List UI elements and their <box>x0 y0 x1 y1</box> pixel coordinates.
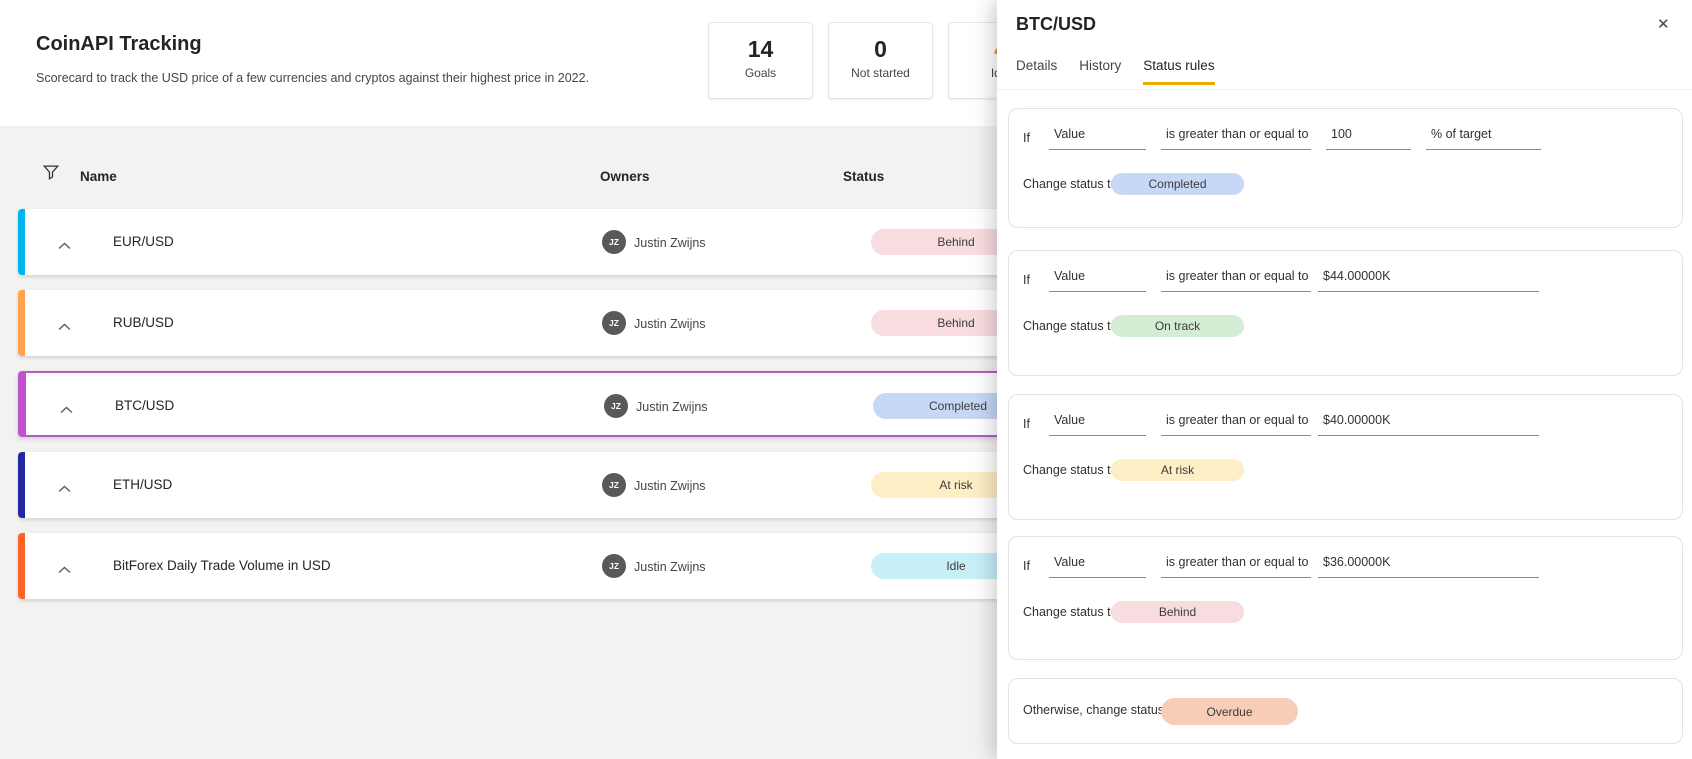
rule-value-field[interactable]: Value <box>1049 553 1146 578</box>
goal-name: ETH/USD <box>113 477 173 492</box>
if-label: If <box>1023 559 1030 573</box>
status-rule-card-on-track: If Value is greater than or equal to $44… <box>1008 250 1683 376</box>
panel-tabs: Details History Status rules <box>1016 58 1215 85</box>
owner-avatar: JZ <box>602 473 626 497</box>
rule-operator-field[interactable]: is greater than or equal to <box>1161 411 1311 436</box>
status-rule-card-at-risk: If Value is greater than or equal to $40… <box>1008 394 1683 520</box>
tab-history[interactable]: History <box>1079 58 1122 73</box>
rule-operator-field[interactable]: is greater than or equal to <box>1161 267 1311 292</box>
rule-status-badge[interactable]: On track <box>1111 315 1244 337</box>
detail-panel: BTC/USD ✕ Details History Status rules I… <box>997 0 1692 759</box>
owner-avatar: JZ <box>602 554 626 578</box>
goal-name: EUR/USD <box>113 234 174 249</box>
rule-value-field[interactable]: Value <box>1049 267 1146 292</box>
owner-name: Justin Zwijns <box>636 400 708 414</box>
goal-row-rub-usd[interactable]: RUB/USD JZ Justin Zwijns Behind <box>18 290 1168 356</box>
status-rule-card-otherwise: Otherwise, change status to Overdue <box>1008 678 1683 744</box>
rule-threshold-field[interactable]: $40.00000K <box>1318 411 1539 436</box>
filter-icon[interactable] <box>42 163 60 186</box>
row-color-bar <box>18 452 25 518</box>
rule-threshold-field[interactable]: 100 <box>1326 125 1411 150</box>
column-header-name: Name <box>80 169 117 184</box>
chevron-up-icon[interactable] <box>58 561 71 579</box>
rule-value-field[interactable]: Value <box>1049 125 1146 150</box>
tab-details[interactable]: Details <box>1016 58 1058 73</box>
tab-status-rules[interactable]: Status rules <box>1143 58 1215 85</box>
stat-label: Not started <box>851 66 910 80</box>
if-label: If <box>1023 273 1030 287</box>
rule-value-field[interactable]: Value <box>1049 411 1146 436</box>
rule-operator-field[interactable]: is greater than or equal to <box>1161 125 1311 150</box>
row-color-bar <box>19 372 26 436</box>
change-status-label: Change status to <box>1023 319 1118 333</box>
chevron-up-icon[interactable] <box>60 401 73 419</box>
tabs-divider <box>997 89 1692 90</box>
rule-unit-field[interactable]: % of target <box>1426 125 1541 150</box>
goal-name: RUB/USD <box>113 315 174 330</box>
goal-name: BTC/USD <box>115 398 175 413</box>
status-rule-card-behind: If Value is greater than or equal to $36… <box>1008 536 1683 660</box>
stat-card-not-started[interactable]: 0 Not started <box>828 22 933 99</box>
goal-row-eth-usd[interactable]: ETH/USD JZ Justin Zwijns At risk <box>18 452 1168 518</box>
owner-name: Justin Zwijns <box>634 317 706 331</box>
change-status-label: Change status to <box>1023 177 1118 191</box>
row-color-bar <box>18 209 25 275</box>
row-color-bar <box>18 290 25 356</box>
goal-row-btc-usd-selected[interactable]: BTC/USD JZ Justin Zwijns Completed <box>18 371 1168 437</box>
stat-card-goals[interactable]: 14 Goals <box>708 22 813 99</box>
status-rule-card-completed: If Value is greater than or equal to 100… <box>1008 108 1683 228</box>
close-icon[interactable]: ✕ <box>1657 16 1670 33</box>
rule-threshold-field[interactable]: $36.00000K <box>1318 553 1539 578</box>
chevron-up-icon[interactable] <box>58 318 71 336</box>
change-status-label: Change status to <box>1023 605 1118 619</box>
chevron-up-icon[interactable] <box>58 480 71 498</box>
page-title: CoinAPI Tracking <box>36 33 202 55</box>
if-label: If <box>1023 417 1030 431</box>
row-color-bar <box>18 533 25 599</box>
owner-name: Justin Zwijns <box>634 479 706 493</box>
owner-name: Justin Zwijns <box>634 236 706 250</box>
rule-operator-field[interactable]: is greater than or equal to <box>1161 553 1311 578</box>
change-status-label: Change status to <box>1023 463 1118 477</box>
otherwise-label: Otherwise, change status to <box>1023 703 1178 717</box>
if-label: If <box>1023 131 1030 145</box>
rule-threshold-field[interactable]: $44.00000K <box>1318 267 1539 292</box>
chevron-up-icon[interactable] <box>58 237 71 255</box>
owner-avatar: JZ <box>602 311 626 335</box>
goal-row-bitforex[interactable]: BitForex Daily Trade Volume in USD JZ Ju… <box>18 533 1168 599</box>
owner-name: Justin Zwijns <box>634 560 706 574</box>
otherwise-status-badge[interactable]: Overdue <box>1161 698 1298 725</box>
goal-row-eur-usd[interactable]: EUR/USD JZ Justin Zwijns Behind <box>18 209 1168 275</box>
owner-avatar: JZ <box>604 394 628 418</box>
rule-status-badge[interactable]: Behind <box>1111 601 1244 623</box>
stat-label: Goals <box>744 66 777 80</box>
column-header-status: Status <box>843 169 885 184</box>
owner-avatar: JZ <box>602 230 626 254</box>
stat-value: 0 <box>874 36 887 62</box>
panel-title: BTC/USD <box>1016 14 1096 34</box>
rule-status-badge[interactable]: Completed <box>1111 173 1244 195</box>
column-header-owners: Owners <box>600 169 650 184</box>
stat-value: 14 <box>747 36 774 62</box>
goal-name: BitForex Daily Trade Volume in USD <box>113 558 331 573</box>
rule-status-badge[interactable]: At risk <box>1111 459 1244 481</box>
page-description: Scorecard to track the USD price of a fe… <box>36 71 590 85</box>
